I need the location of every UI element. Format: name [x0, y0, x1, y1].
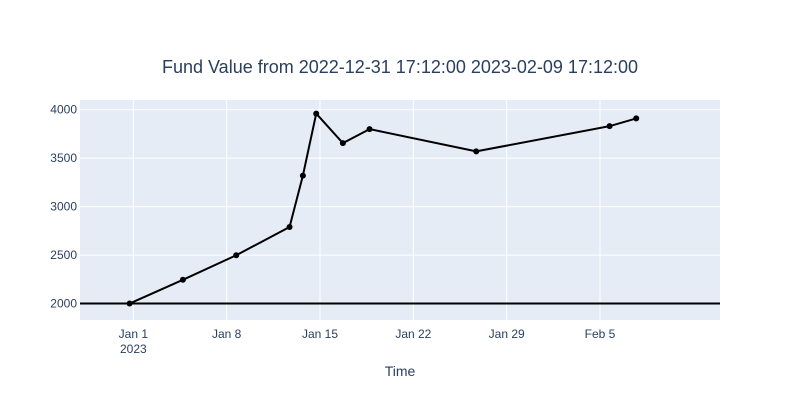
- data-point: [473, 148, 480, 155]
- x-tick-label: Jan 29: [489, 327, 525, 341]
- data-point: [313, 110, 320, 117]
- data-point: [339, 140, 346, 147]
- data-point: [233, 252, 240, 259]
- x-tick-sublabel: 2023: [120, 342, 147, 356]
- data-point: [126, 300, 133, 307]
- chart-title: Fund Value from 2022-12-31 17:12:00 2023…: [162, 57, 638, 77]
- y-tick-label: 2500: [50, 248, 77, 262]
- plot-area: [80, 100, 720, 320]
- data-point: [606, 123, 613, 130]
- data-point: [179, 276, 186, 283]
- x-axis-title: Time: [385, 363, 416, 379]
- y-tick-label: 3500: [50, 151, 77, 165]
- x-tick-label: Feb 5: [585, 327, 616, 341]
- x-tick-label: Jan 1: [119, 327, 149, 341]
- data-point: [366, 126, 373, 133]
- data-point: [633, 115, 640, 122]
- series-layer: [126, 110, 640, 307]
- x-tick-label: Jan 15: [302, 327, 338, 341]
- data-point: [299, 172, 306, 179]
- x-tick-label: Jan 8: [212, 327, 242, 341]
- data-point: [286, 223, 293, 230]
- y-tick-label: 2000: [50, 297, 77, 311]
- y-tick-label: 3000: [50, 200, 77, 214]
- x-tick-label: Jan 22: [395, 327, 431, 341]
- y-tick-label: 4000: [50, 103, 77, 117]
